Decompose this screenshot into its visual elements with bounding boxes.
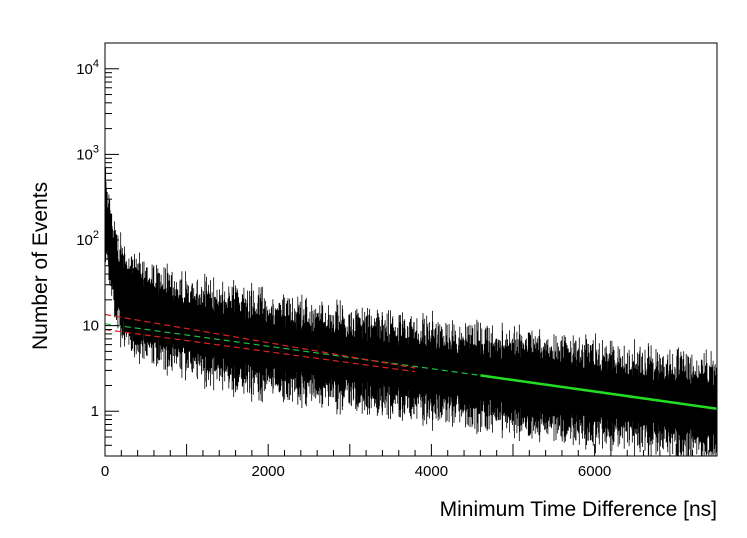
y-tick-label: 1 — [91, 403, 99, 420]
y-tick-label: 102 — [76, 229, 99, 249]
x-tick-label: 4000 — [415, 463, 448, 480]
fit-curve-1 — [480, 374, 717, 410]
plot-frame — [104, 42, 718, 457]
x-tick-label: 2000 — [252, 463, 285, 480]
y-tick-label: 103 — [76, 143, 99, 163]
x-axis: 0 2000 4000 6000 — [101, 444, 710, 480]
fit-curve-2 — [105, 323, 481, 377]
y-axis-title: Number of Events — [29, 182, 52, 350]
y-tick-label: 10 — [82, 318, 99, 335]
x-tick-label: 6000 — [578, 463, 611, 480]
y-axis: 1 10 102 103 104 — [76, 42, 119, 457]
x-axis-title: Minimum Time Difference [ns] — [440, 498, 717, 521]
fit-curves — [105, 313, 717, 410]
x-tick-label: 0 — [101, 463, 109, 480]
fit-curve-4 — [105, 328, 416, 373]
y-tick-label: 104 — [76, 58, 99, 78]
fit-curve-3 — [105, 313, 416, 369]
